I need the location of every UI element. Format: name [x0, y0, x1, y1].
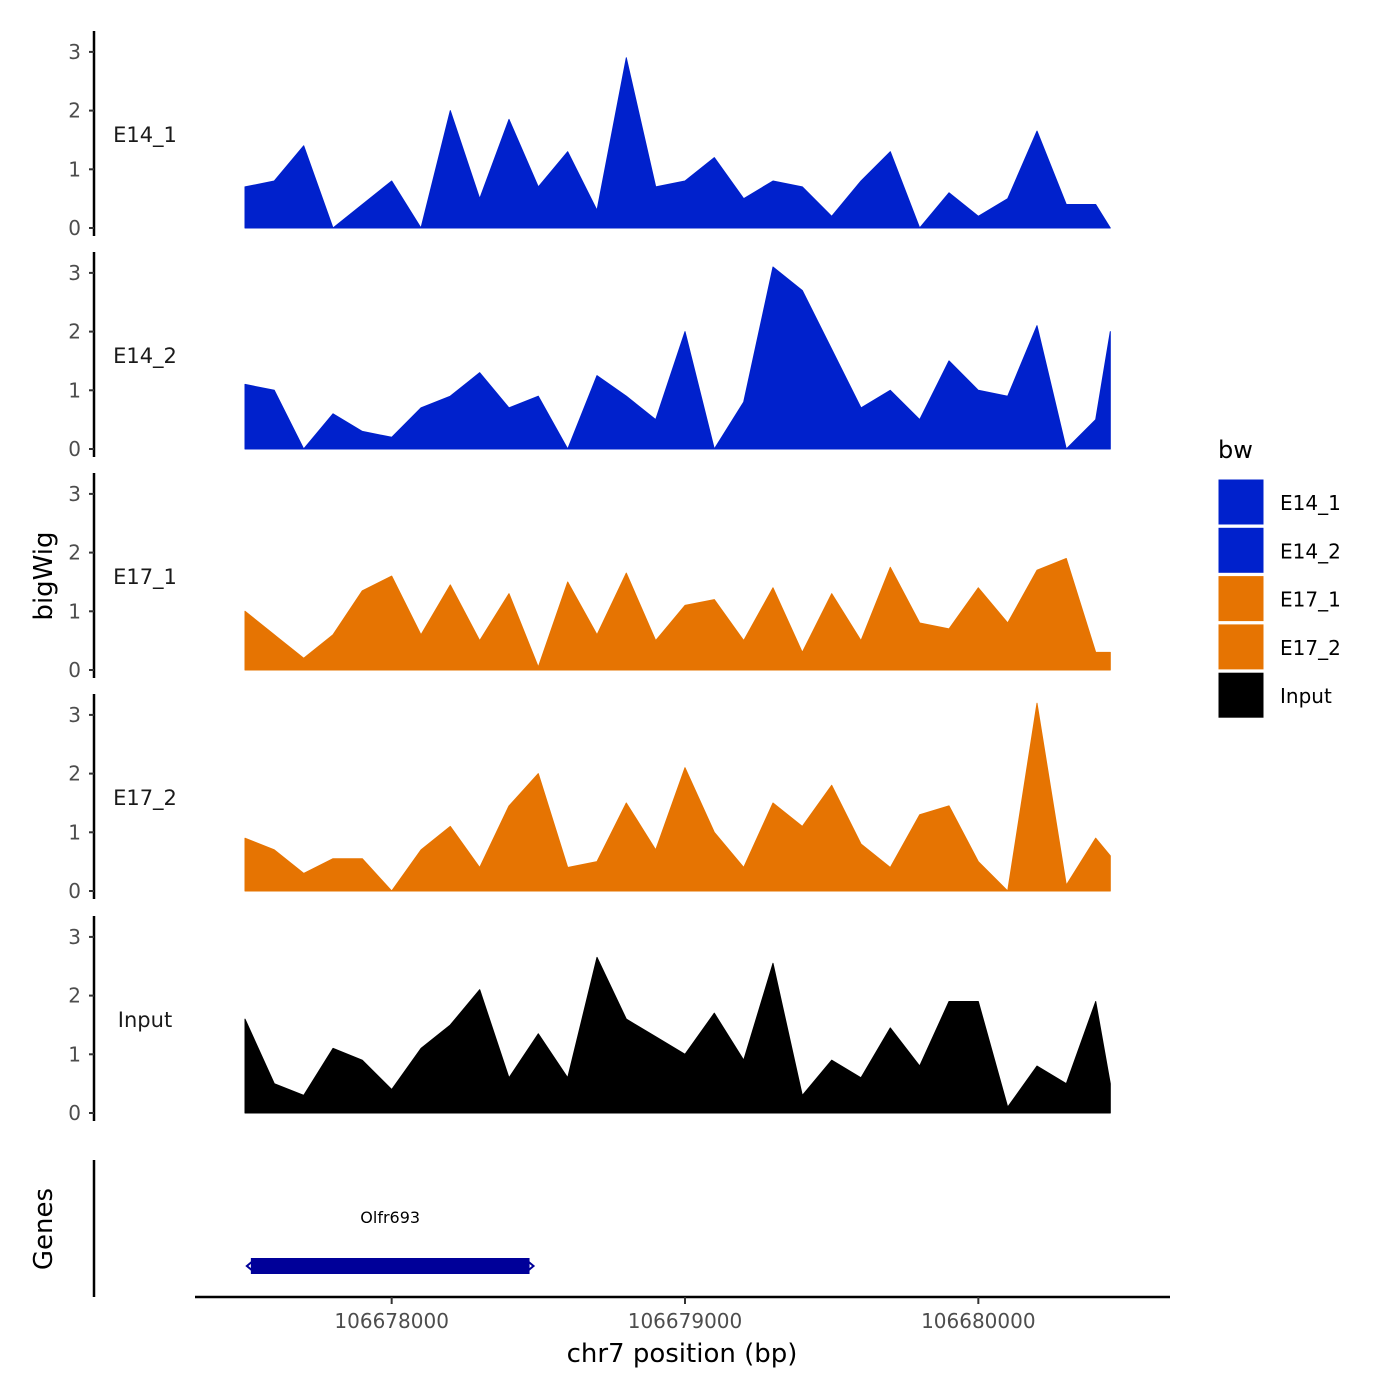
legend-key-E14_1 [1217, 478, 1265, 526]
genes-panel: Olfr693 [92, 1160, 536, 1297]
legend-key-E17_2 [1217, 623, 1265, 671]
gene-strand-arrow [245, 1260, 254, 1272]
genes-axis-title: Genes [29, 1188, 59, 1270]
legend-title: bw [1218, 436, 1253, 464]
y-tick-label: 2 [68, 541, 81, 565]
y-tick-label: 2 [68, 984, 81, 1008]
track-label: E17_1 [113, 565, 177, 590]
y-tick-label: 0 [68, 1101, 81, 1125]
legend-label: Input [1280, 684, 1332, 708]
area-E14_2 [244, 266, 1111, 450]
gene-label: Olfr693 [360, 1208, 420, 1227]
track-E14_1: 0 1 2 3 E14_1 [68, 31, 1111, 240]
track-E14_2: 0 1 2 3 E14_2 [68, 252, 1111, 461]
legend-key-Input [1217, 671, 1265, 719]
x-tick-label: 106678000 [334, 1309, 449, 1333]
area-Input [244, 956, 1111, 1114]
legend-label: E17_2 [1280, 636, 1341, 660]
y-tick-label: 3 [68, 40, 81, 64]
y-axis-title: bigWig [29, 531, 59, 620]
track-label: E14_1 [113, 123, 177, 148]
y-tick-label: 0 [68, 437, 81, 461]
area-E14_1 [244, 57, 1111, 229]
track-label: E17_2 [113, 786, 177, 811]
y-tick-label: 2 [68, 320, 81, 344]
track-label: E14_2 [113, 344, 177, 369]
y-tick-label: 3 [68, 261, 81, 285]
y-tick-label: 0 [68, 216, 81, 240]
y-tick-label: 0 [68, 658, 81, 682]
gene-strand-arrow [526, 1260, 536, 1272]
legend-label: E17_1 [1280, 588, 1341, 612]
y-tick-label: 3 [68, 482, 81, 506]
legend: E14_1 E14_2 E17_1 E17_2 Input [1217, 478, 1341, 719]
track-Input: 0 1 2 3 Input [68, 916, 1111, 1125]
y-tick-label: 1 [68, 820, 81, 844]
y-tick-label: 0 [68, 879, 81, 903]
legend-key-E17_1 [1217, 575, 1265, 623]
y-tick-label: 3 [68, 925, 81, 949]
y-tick-label: 1 [68, 157, 81, 181]
signal-tracks: 0 1 2 3 E14_1 0 1 2 3 E14_2 0 1 2 3 E17_1 0 1 2 3 E17_2 0 1 2 3… [68, 31, 1111, 1125]
y-tick-label: 3 [68, 703, 81, 727]
y-tick-label: 1 [68, 1042, 81, 1066]
x-tick-label: 106679000 [628, 1309, 743, 1333]
legend-label: E14_2 [1280, 539, 1341, 563]
track-E17_1: 0 1 2 3 E17_1 [68, 473, 1111, 682]
track-label: Input [118, 1008, 172, 1032]
area-E17_1 [244, 558, 1111, 671]
x-tick-label: 106680000 [921, 1309, 1036, 1333]
track-E17_2: 0 1 2 3 E17_2 [68, 694, 1111, 903]
x-axis-title: chr7 position (bp) [567, 1339, 798, 1369]
y-tick-label: 1 [68, 378, 81, 402]
y-tick-label: 1 [68, 599, 81, 623]
legend-key-E14_2 [1217, 526, 1265, 574]
area-E17_2 [244, 702, 1111, 892]
x-axis: 106678000 106679000 106680000 [195, 1295, 1170, 1333]
y-tick-label: 2 [68, 99, 81, 123]
y-tick-label: 2 [68, 762, 81, 786]
gene-Olfr693-body [250, 1258, 530, 1274]
legend-label: E14_1 [1280, 491, 1341, 515]
